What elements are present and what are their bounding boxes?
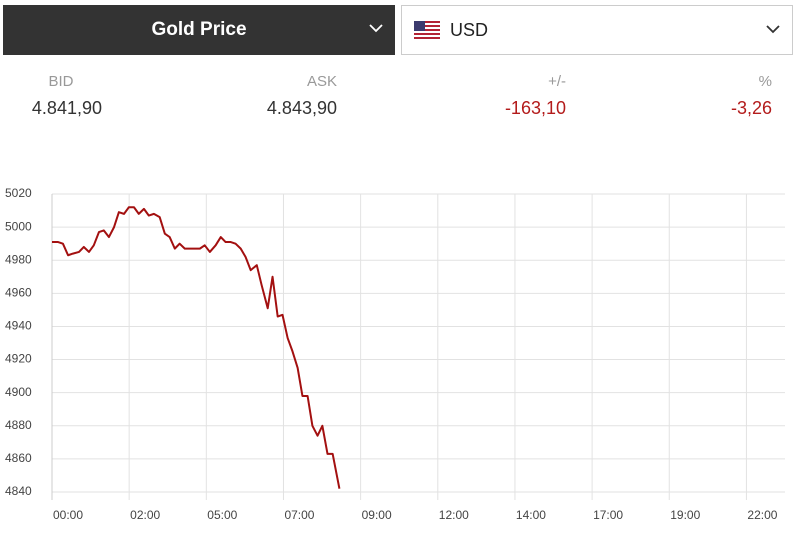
y-tick-label: 4860	[5, 451, 32, 465]
x-tick-label: 02:00	[130, 508, 160, 522]
stat-label: %	[758, 73, 772, 90]
x-tick-label: 00:00	[53, 508, 83, 522]
y-tick-label: 4900	[5, 385, 32, 399]
stat: BID 4.841,90	[20, 73, 102, 119]
price-line	[52, 206, 341, 489]
chevron	[766, 25, 780, 34]
y-tick-label: 5000	[5, 219, 32, 233]
x-tick-label: 09:00	[362, 508, 392, 522]
product-select[interactable]: Gold Price	[3, 5, 395, 55]
y-tick-label: 4920	[5, 352, 32, 366]
x-tick-label: 12:00	[439, 508, 469, 522]
stat-label: +/-	[548, 73, 566, 90]
chevron	[369, 24, 383, 33]
stat-label: ASK	[306, 73, 337, 90]
x-tick-label: 19:00	[670, 508, 700, 522]
y-tick-label: 4940	[5, 319, 32, 333]
currency-name: USD	[450, 19, 489, 40]
stat: ASK 4.843,90	[240, 73, 337, 119]
stat: +/- -163,10	[470, 73, 566, 119]
us-flag	[414, 21, 440, 39]
stat: % -3,26	[680, 73, 772, 119]
stat-value: -3,26	[730, 98, 772, 118]
stat-value: -163,10	[504, 98, 566, 118]
y-tick-label: 5020	[5, 186, 32, 200]
stat-value: 4.841,90	[31, 98, 102, 118]
x-tick-label: 14:00	[516, 508, 546, 522]
currency-select[interactable]: USD	[401, 5, 793, 55]
product-name: Gold Price	[151, 19, 247, 40]
x-tick-label: 22:00	[747, 508, 777, 522]
y-tick-label: 4880	[5, 418, 32, 432]
y-tick-label: 4840	[5, 484, 32, 498]
x-tick-label: 07:00	[284, 508, 314, 522]
x-tick-label: 05:00	[207, 508, 237, 522]
y-tick-label: 4960	[5, 286, 32, 300]
y-tick-label: 4980	[5, 252, 32, 266]
stat-label: BID	[48, 73, 74, 90]
stat-value: 4.843,90	[266, 98, 337, 118]
x-tick-label: 17:00	[593, 508, 623, 522]
